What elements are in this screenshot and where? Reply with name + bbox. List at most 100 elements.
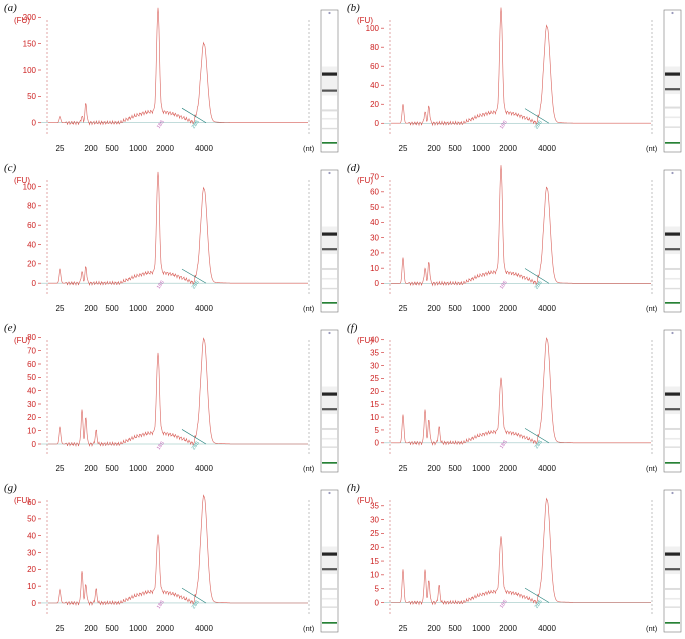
y-tick-label: 25 (370, 374, 379, 383)
x-tick-label: 25 (399, 624, 408, 633)
gel-band (665, 622, 680, 624)
y-tick-label: 40 (27, 532, 36, 541)
gel-band (322, 568, 337, 571)
chart-panel: (g) (FU) 0 10 20 30 40 50 60 25 200 500 1000 2000 4000… (0, 480, 342, 639)
gel-band (665, 116, 680, 119)
y-tick-label: 40 (370, 81, 379, 90)
gel-smear (665, 546, 680, 575)
gel-band (322, 267, 337, 270)
y-tick-label: 50 (370, 203, 379, 212)
gel-band (665, 552, 680, 556)
x-tick-label: 2000 (499, 624, 517, 633)
x-tick-label: 25 (56, 464, 65, 473)
integration-line (181, 587, 207, 604)
x-tick-label: 200 (427, 464, 441, 473)
gel-band (665, 126, 680, 128)
y-tick-label: 0 (32, 440, 37, 449)
x-tick-label: 2000 (156, 464, 174, 473)
y-tick-label: 200 (23, 13, 37, 22)
x-axis-unit-label: (nt) (303, 624, 315, 633)
y-tick-label: 20 (27, 413, 36, 422)
y-tick-label: 0 (375, 119, 380, 128)
gel-band (322, 622, 337, 624)
gel-band (322, 427, 337, 430)
x-tick-label: 500 (448, 464, 462, 473)
panel-label: (e) (4, 322, 17, 334)
gel-lane-frame (663, 169, 682, 313)
y-tick-label: 30 (370, 361, 379, 370)
x-axis-unit-label: (nt) (646, 144, 658, 153)
y-tick-label: 20 (27, 260, 36, 269)
y-tick-label: 10 (370, 571, 379, 580)
x-tick-label: 4000 (538, 144, 556, 153)
x-tick-label: 500 (105, 304, 119, 313)
chart-panel: (b) (FU) 0 20 40 60 80 100 25 200 500 1000 2000 4000 (… (343, 0, 685, 159)
y-tick-label: 80 (27, 333, 36, 342)
y-tick-label: 20 (370, 249, 379, 258)
trace-line (391, 337, 651, 446)
gel-band (322, 142, 337, 144)
gel-band (322, 127, 337, 130)
y-axis-unit-label: (FU) (357, 176, 373, 185)
gel-band (322, 287, 337, 290)
gel-lane-frame (320, 9, 339, 153)
x-tick-label: 1000 (472, 464, 490, 473)
x-tick-label: 25 (399, 464, 408, 473)
gel-lane-dot (328, 491, 331, 495)
gel-band (665, 408, 680, 411)
integration-line (524, 587, 550, 603)
integration-line (181, 107, 207, 123)
y-tick-label: 10 (27, 426, 36, 435)
y-tick-label: 10 (370, 264, 379, 273)
integration-line (181, 429, 207, 445)
y-axis-unit-label: (FU) (14, 176, 30, 185)
gel-band (322, 109, 337, 112)
x-tick-label: 2000 (499, 144, 517, 153)
y-axis-unit-label: (FU) (14, 16, 30, 25)
gel-band (665, 106, 680, 109)
gel-band (665, 462, 680, 464)
gel-band (665, 88, 680, 91)
gel-band (665, 437, 680, 440)
y-tick-label: 70 (27, 346, 36, 355)
panel-label: (c) (4, 162, 17, 174)
y-tick-label: 60 (27, 498, 36, 507)
gel-lane-dot (328, 11, 331, 15)
marker-label-18s: 18S (156, 279, 166, 290)
gel-band (665, 287, 680, 290)
x-axis-unit-label: (nt) (646, 464, 658, 473)
panel-label: (a) (4, 2, 17, 14)
trace-line (391, 497, 651, 606)
gel-band (665, 446, 680, 448)
y-tick-label: 20 (370, 543, 379, 552)
electropherogram-svg: (g) (FU) 0 10 20 30 40 50 60 25 200 500 1000 2000 4000… (4, 482, 339, 633)
x-tick-label: 1000 (472, 624, 490, 633)
marker-label-18s: 18S (499, 279, 509, 290)
x-tick-label: 200 (84, 624, 98, 633)
y-tick-label: 50 (27, 373, 36, 382)
gel-band (665, 248, 680, 251)
trace-line (48, 7, 308, 126)
gel-band (665, 427, 680, 430)
gel-lane-dot (671, 171, 674, 175)
gel-band (665, 606, 680, 608)
gel-band (665, 72, 680, 76)
x-tick-label: 1000 (472, 144, 490, 153)
marker-label-18s: 18S (156, 599, 166, 610)
x-tick-label: 1000 (129, 464, 147, 473)
trace-line (391, 7, 651, 127)
gel-band (322, 552, 337, 556)
y-tick-label: 10 (370, 413, 379, 422)
x-tick-label: 200 (84, 144, 98, 153)
gel-band (322, 437, 337, 440)
x-tick-label: 2000 (156, 304, 174, 313)
y-tick-label: 60 (370, 188, 379, 197)
electropherogram-svg: (d) (FU) 0 10 20 30 40 50 60 70 25 200 500 1000 2000 40… (347, 162, 682, 313)
gel-band (665, 597, 680, 600)
x-tick-label: 500 (105, 624, 119, 633)
gel-band (322, 117, 337, 120)
gel-lane-dot (671, 11, 674, 15)
gel-band (665, 142, 680, 144)
panel-label: (d) (347, 162, 360, 174)
panel-label: (b) (347, 2, 360, 14)
